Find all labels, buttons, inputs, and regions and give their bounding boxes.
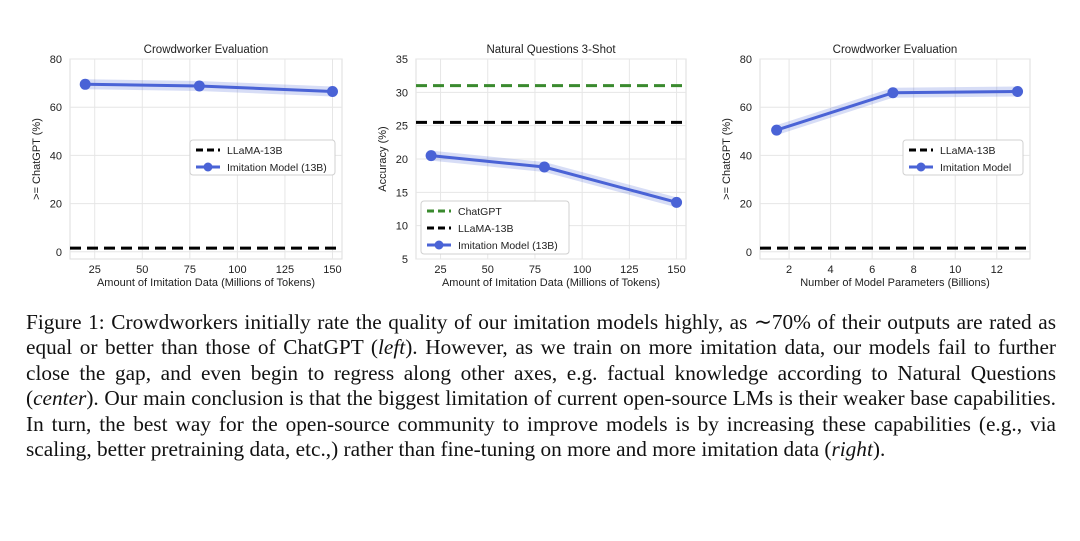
caption-text-1: Figure 1: Crowdworkers initially rate th…	[26, 310, 1056, 360]
x-tick-label: 25	[434, 264, 446, 276]
y-tick-label: 20	[740, 199, 752, 211]
x-tick-label: 10	[949, 264, 961, 276]
x-tick-label: 2	[786, 264, 792, 276]
legend-label: LLaMA-13B	[227, 145, 282, 157]
x-tick-label: 100	[228, 264, 246, 276]
data-point	[538, 161, 550, 173]
y-tick-label: 5	[402, 254, 408, 266]
y-axis-label: >= ChatGPT (%)	[31, 118, 43, 200]
figure-caption: Figure 1: Crowdworkers initially rate th…	[26, 310, 1056, 462]
legend-label: Imitation Model (13B)	[227, 162, 327, 174]
x-tick-label: 125	[276, 264, 294, 276]
chart-panel-1: 0 20 40 60 80 25 50 75 100 125 150 Crowdworker Eval…	[31, 44, 343, 289]
y-tick-label: 60	[740, 102, 752, 114]
y-tick-label: 60	[50, 102, 62, 114]
legend-box	[189, 139, 336, 176]
caption-text-4: ).	[872, 437, 886, 462]
caption-italic-right: right	[831, 437, 873, 462]
x-tick-label: 8	[911, 264, 917, 276]
legend-label: ChatGPT	[458, 206, 502, 218]
y-tick-label: 40	[50, 150, 62, 162]
x-tick-label: 75	[529, 264, 541, 276]
chart-panel-2: 5 10 15 20 25 30 35 25 50 75 100 125 150 Natural Ques…	[377, 44, 687, 289]
confidence-band	[431, 150, 677, 208]
y-tick-label: 25	[396, 121, 408, 133]
legend-box	[420, 200, 570, 255]
legend-label: LLaMA-13B	[458, 223, 513, 235]
data-point	[79, 78, 91, 90]
y-axis-label: >= ChatGPT (%)	[721, 118, 733, 200]
y-tick-label: 80	[740, 54, 752, 66]
x-tick-label: 25	[89, 264, 101, 276]
y-tick-label: 20	[396, 154, 408, 166]
chart-title: Crowdworker Evaluation	[144, 44, 269, 56]
x-tick-label: 150	[667, 264, 685, 276]
x-tick-label: 6	[869, 264, 875, 276]
x-tick-label: 50	[482, 264, 494, 276]
y-tick-label: 0	[56, 247, 62, 259]
legend-swatch-marker	[916, 162, 926, 172]
y-tick-label: 15	[396, 187, 408, 199]
confidence-band	[85, 79, 333, 97]
caption-italic-left: left	[378, 335, 406, 360]
legend-label: Imitation Model (13B)	[458, 240, 558, 252]
y-tick-label: 0	[746, 247, 752, 259]
caption-italic-center: center	[33, 386, 87, 411]
legend-swatch-marker	[434, 240, 444, 250]
caption-text-3: ). Our main conclusion is that the bigge…	[26, 386, 1056, 462]
x-tick-label: 150	[323, 264, 341, 276]
y-tick-label: 40	[740, 150, 752, 162]
data-point	[1012, 86, 1024, 98]
data-point	[671, 196, 683, 208]
legend-label: LLaMA-13B	[940, 145, 995, 157]
x-tick-label: 75	[184, 264, 196, 276]
x-tick-label: 50	[136, 264, 148, 276]
data-point	[193, 80, 205, 92]
y-tick-label: 35	[396, 54, 408, 66]
x-axis-label: Amount of Imitation Data (Millions of To…	[442, 277, 660, 289]
y-tick-label: 30	[396, 87, 408, 99]
y-tick-label: 80	[50, 54, 62, 66]
data-point	[887, 87, 899, 99]
legend-swatch-marker	[203, 162, 213, 172]
x-tick-label: 4	[828, 264, 834, 276]
chart-title: Crowdworker Evaluation	[833, 44, 958, 56]
caption-text-2: ). However, as we train on more imitatio…	[26, 335, 1056, 411]
data-point	[425, 150, 437, 162]
y-tick-label: 20	[50, 199, 62, 211]
y-tick-label: 10	[396, 221, 408, 233]
x-axis-label: Amount of Imitation Data (Millions of To…	[97, 277, 315, 289]
x-tick-label: 12	[991, 264, 1003, 276]
x-tick-label: 125	[620, 264, 638, 276]
chart-title: Natural Questions 3-Shot	[486, 44, 616, 56]
y-axis-label: Accuracy (%)	[377, 126, 389, 191]
legend-label: Imitation Model	[940, 162, 1011, 174]
data-point	[771, 124, 783, 136]
chart-panel-3: 0 20 40 60 80 2 4 6 8 10 12 Crowdworker Evaluation N…	[721, 44, 1031, 289]
x-tick-label: 100	[573, 264, 591, 276]
x-axis-label: Number of Model Parameters (Billions)	[800, 277, 990, 289]
data-point	[326, 86, 338, 98]
